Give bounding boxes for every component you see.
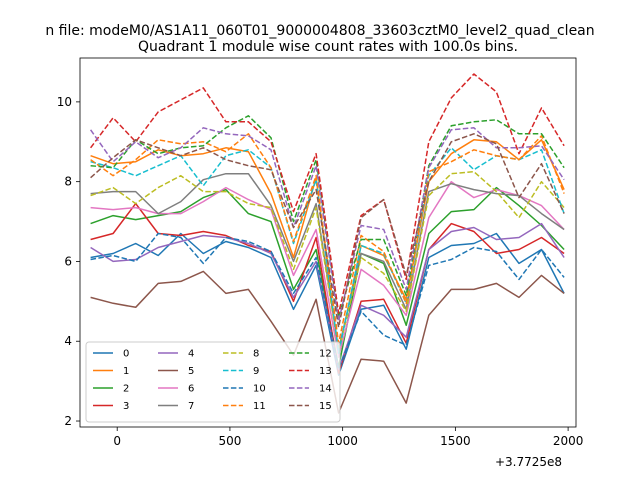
y-tick-label: 4 — [64, 334, 72, 348]
legend-label-13: 13 — [319, 366, 332, 377]
series-line-8 — [90, 170, 565, 352]
series-line-6 — [90, 180, 565, 358]
chart-suptitle: n file: modeM0/AS1A11_060T01_9000004808_… — [45, 23, 594, 39]
y-tick-label: 10 — [57, 95, 72, 109]
x-tick-label: 1000 — [327, 434, 358, 448]
legend-label-1: 1 — [123, 366, 129, 377]
legend-label-3: 3 — [123, 401, 129, 412]
legend-label-6: 6 — [188, 384, 194, 395]
legend-label-0: 0 — [123, 349, 129, 360]
series-line-15 — [90, 133, 565, 329]
y-tick-label: 8 — [64, 175, 72, 189]
series-line-12 — [90, 115, 565, 319]
legend-label-11: 11 — [253, 401, 266, 412]
legend-label-9: 9 — [253, 366, 259, 377]
legend-box — [85, 341, 341, 423]
series-line-13 — [89, 73, 565, 315]
series-line-10 — [90, 232, 565, 370]
legend-label-4: 4 — [188, 349, 194, 360]
legend-label-2: 2 — [123, 384, 129, 395]
y-tick-label: 6 — [64, 254, 72, 268]
legend-label-14: 14 — [319, 384, 332, 395]
x-tick-label: 2000 — [553, 434, 584, 448]
x-tick-label: 1500 — [440, 434, 471, 448]
series-line-4 — [90, 222, 565, 370]
legend-label-5: 5 — [188, 366, 194, 377]
y-tick-label: 2 — [64, 414, 72, 428]
chart-title: Quadrant 1 module wise count rates with … — [138, 39, 518, 55]
x-offset-label: +3.7725e8 — [495, 455, 562, 469]
series-line-1 — [90, 139, 565, 354]
series-line-11 — [90, 133, 565, 344]
x-tick-label: 0 — [113, 434, 121, 448]
series-line-9 — [90, 147, 565, 354]
legend-label-15: 15 — [319, 401, 332, 412]
axes-frame — [79, 57, 577, 428]
legend-label-12: 12 — [319, 349, 332, 360]
series-line-14 — [89, 127, 565, 323]
x-tick-label: 500 — [218, 434, 241, 448]
legend-label-10: 10 — [253, 384, 266, 395]
legend-label-7: 7 — [188, 401, 194, 412]
legend-label-8: 8 — [253, 349, 259, 360]
series-line-3 — [90, 202, 565, 374]
